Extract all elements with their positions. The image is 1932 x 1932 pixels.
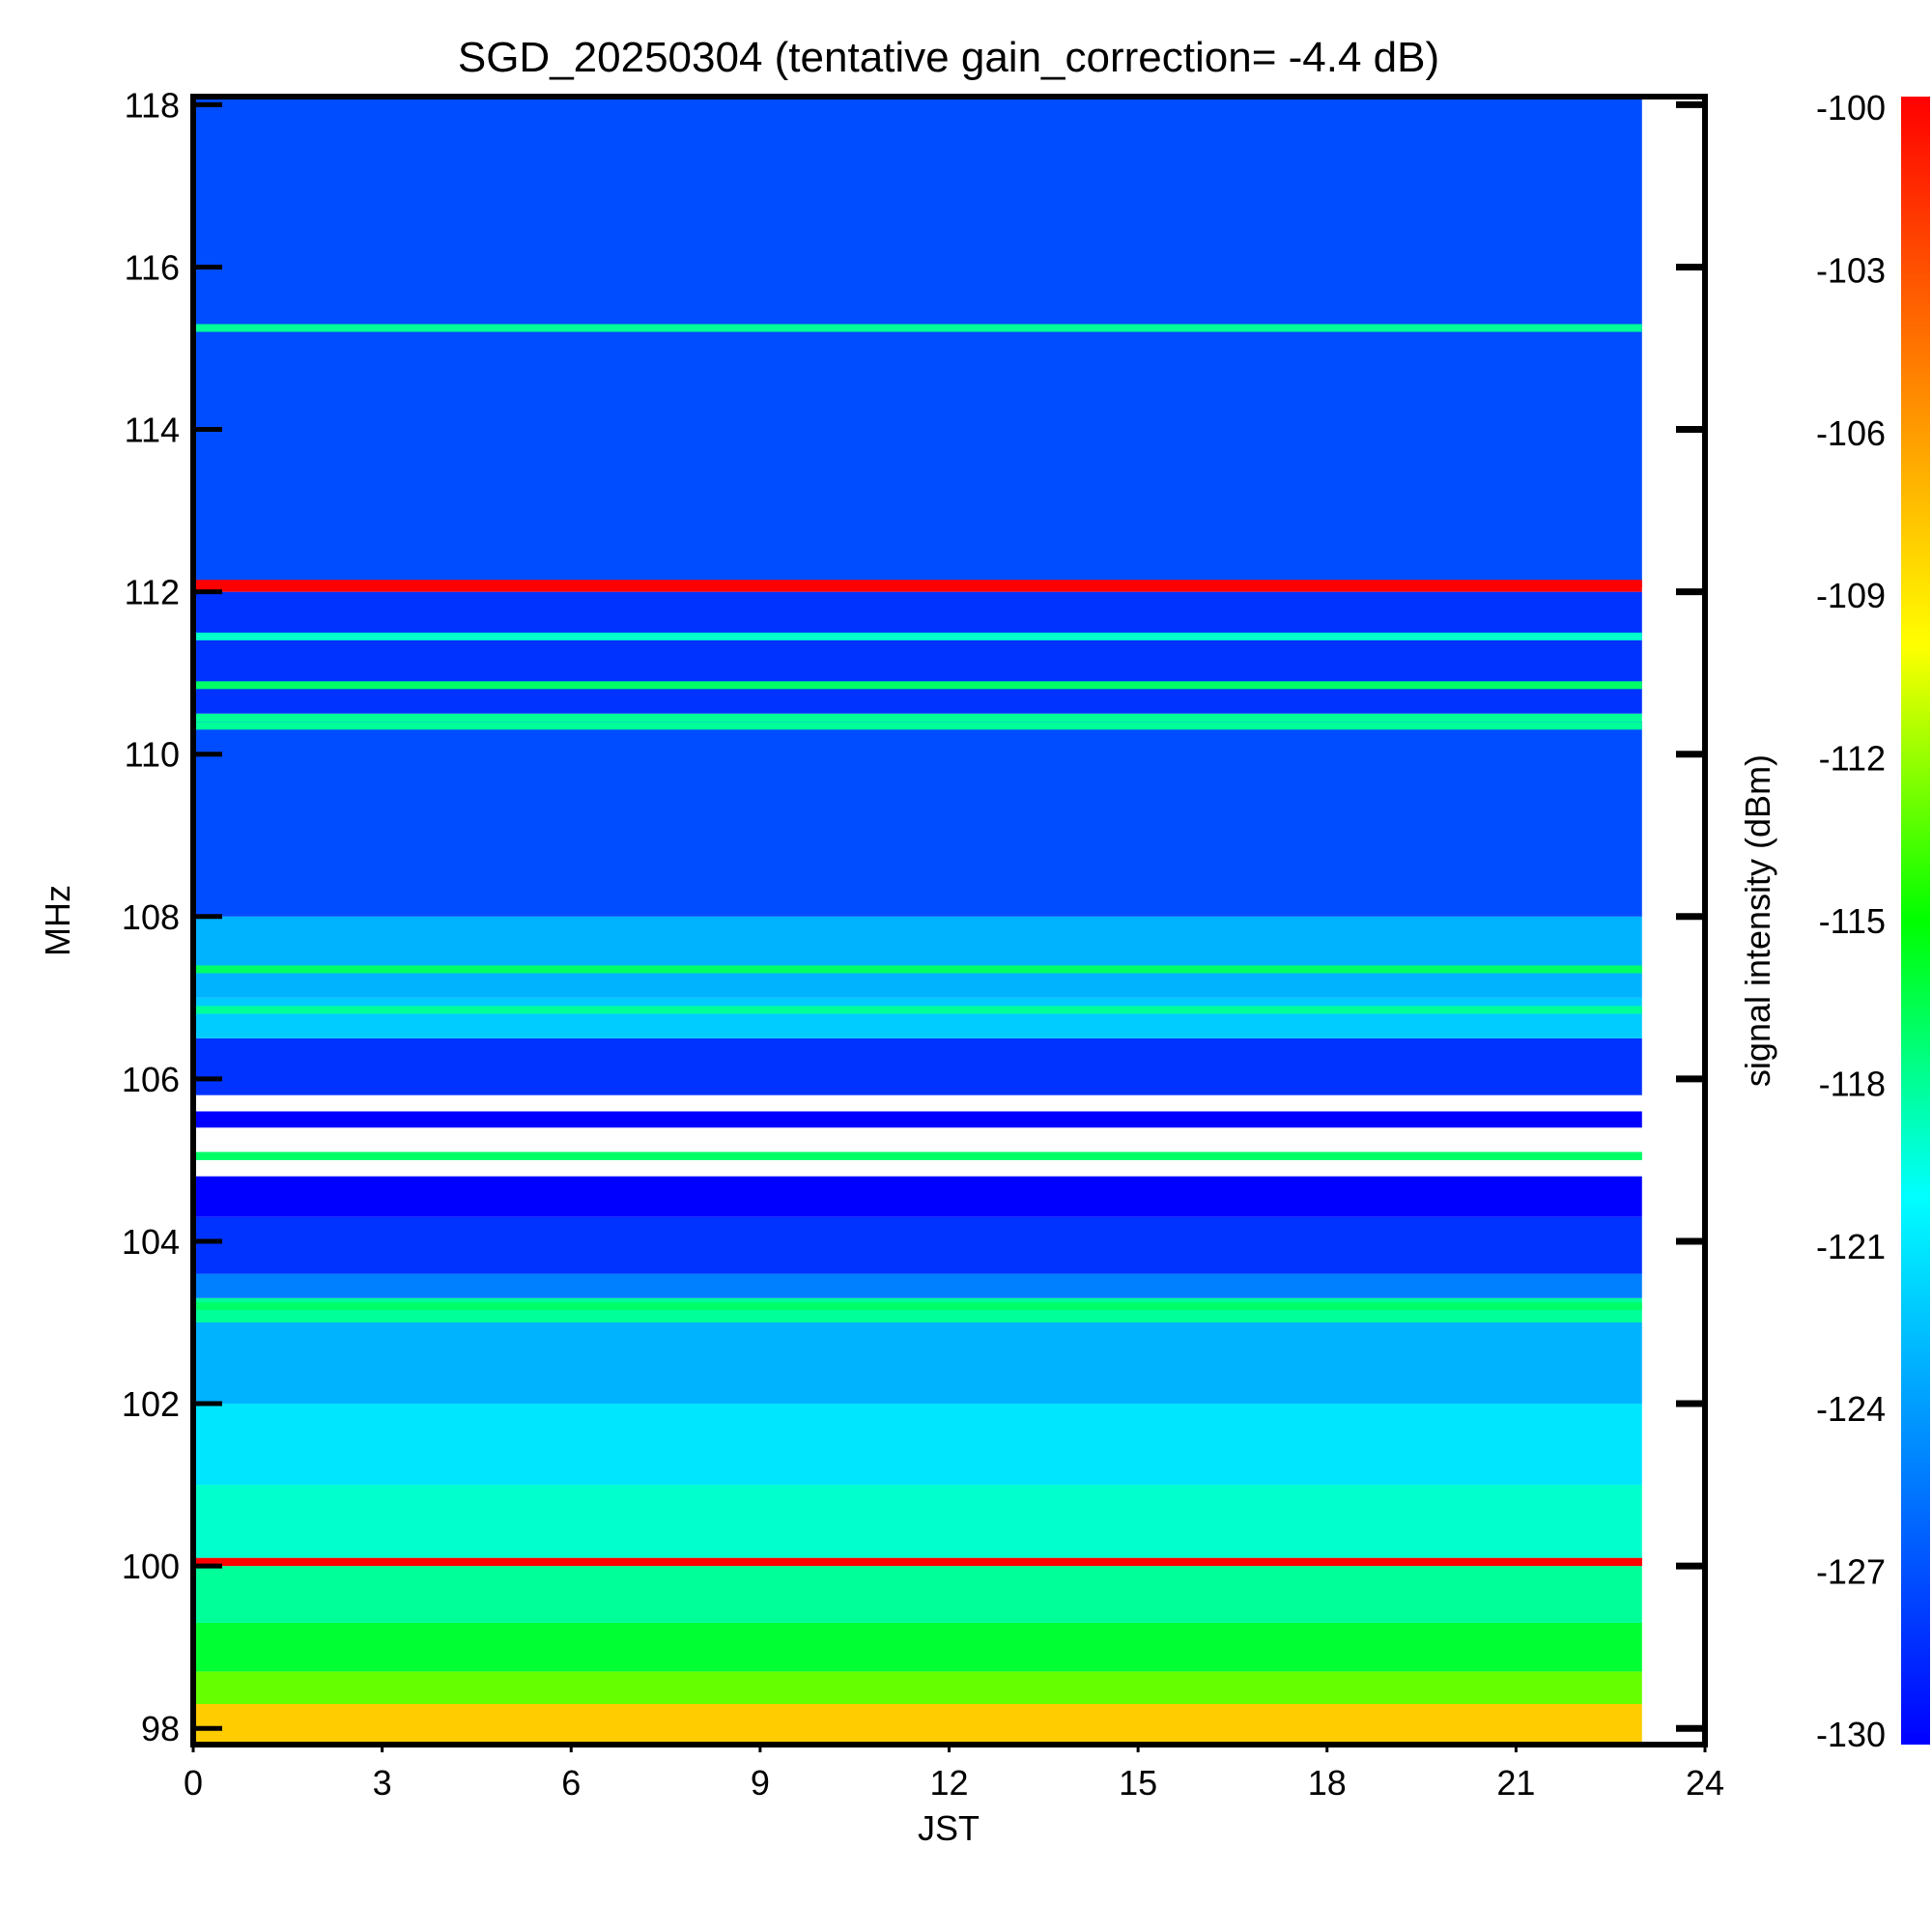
strong-signal-lines — [193, 324, 1642, 1566]
y-axis-title: MHz — [38, 885, 77, 956]
y-tick-label: 116 — [125, 247, 180, 287]
signal-line-2 — [193, 1151, 1642, 1160]
x-tick-label: 12 — [929, 1763, 968, 1803]
heatmap-band-11 — [193, 1176, 1642, 1217]
y-tick-label: 102 — [122, 1384, 180, 1424]
heatmap-band-8 — [193, 1297, 1642, 1322]
signal-line-8 — [193, 1302, 1642, 1311]
y-axis: 98 100 102 104 106 108 110 112 114 116 118 — [122, 85, 1705, 1748]
colorbar-axis: -100 -103 -106 -109 -112 -115 -118 -121 -124 -127… — [1816, 88, 1886, 1754]
x-tick-label: 15 — [1119, 1763, 1157, 1803]
colorbar — [1901, 97, 1930, 1745]
heatmap-band-7 — [193, 1321, 1642, 1405]
y-tick-label: 108 — [122, 897, 180, 937]
x-tick-label: 18 — [1308, 1763, 1347, 1803]
signal-line-7 — [193, 1006, 1642, 1014]
colorbar-tick-label: -130 — [1816, 1715, 1886, 1754]
chart-title: SGD_20250304 (tentative gain_correction=… — [458, 34, 1439, 81]
x-tick-label: 3 — [373, 1763, 392, 1803]
heatmap-band-17 — [193, 722, 1642, 917]
colorbar-tick-label: -106 — [1816, 413, 1886, 453]
x-tick-label: 0 — [184, 1763, 203, 1803]
colorbar-tick-label: -118 — [1819, 1064, 1886, 1103]
y-tick-label: 100 — [122, 1547, 180, 1586]
y-tick-label: 106 — [122, 1060, 180, 1099]
heatmap-band-9 — [193, 1273, 1642, 1298]
heatmap-band-6 — [193, 1404, 1642, 1486]
x-axis: 0 3 6 9 12 15 18 21 24 — [184, 1745, 1724, 1803]
x-tick-label: 6 — [561, 1763, 581, 1803]
y-tick-label: 104 — [122, 1222, 180, 1262]
signal-line-3 — [193, 681, 1642, 690]
signal-line-1 — [193, 580, 1642, 588]
heatmap-band-3 — [193, 1566, 1642, 1623]
heatmap-band-15 — [193, 997, 1642, 1038]
heatmap-band-5 — [193, 1485, 1642, 1558]
heatmap-band-0 — [193, 1703, 1642, 1745]
y-tick-label: 118 — [125, 85, 180, 125]
y-tick-label: 114 — [125, 411, 180, 450]
colorbar-tick-label: -103 — [1816, 250, 1886, 290]
heatmap-band-1 — [193, 1671, 1642, 1704]
x-tick-label: 24 — [1686, 1763, 1724, 1803]
x-axis-title: JST — [918, 1808, 980, 1848]
heatmap-band-18 — [193, 713, 1642, 723]
signal-line-9 — [193, 632, 1642, 640]
colorbar-tick-label: -124 — [1816, 1389, 1886, 1429]
signal-line-6 — [193, 965, 1642, 974]
colorbar-tick-label: -109 — [1816, 576, 1886, 615]
signal-line-5 — [193, 324, 1642, 332]
colorbar-tick-label: -127 — [1816, 1552, 1886, 1592]
heatmap-band-20 — [193, 583, 1642, 592]
signal-line-0 — [193, 1557, 1642, 1566]
heatmap-band-16 — [193, 916, 1642, 998]
y-tick-label: 112 — [125, 573, 180, 612]
colorbar-tick-label: -112 — [1819, 739, 1886, 779]
heatmap-area — [193, 97, 1642, 1745]
x-tick-label: 9 — [751, 1763, 770, 1803]
heatmap-band-13 — [193, 1111, 1642, 1128]
heatmap-band-21 — [193, 97, 1642, 584]
heatmap-band-10 — [193, 1216, 1642, 1274]
colorbar-title: signal intensity (dBm) — [1738, 754, 1777, 1087]
colorbar-tick-label: -121 — [1816, 1227, 1886, 1266]
heatmap-band-2 — [193, 1622, 1642, 1672]
colorbar-tick-label: -115 — [1819, 901, 1886, 941]
heatmap-band-19 — [193, 591, 1642, 714]
y-tick-label: 110 — [125, 735, 180, 775]
heatmap-band-14 — [193, 1037, 1642, 1095]
y-tick-label: 98 — [141, 1709, 180, 1748]
signal-line-4 — [193, 722, 1642, 730]
x-tick-label: 21 — [1496, 1763, 1535, 1803]
colorbar-tick-label: -100 — [1816, 88, 1886, 128]
